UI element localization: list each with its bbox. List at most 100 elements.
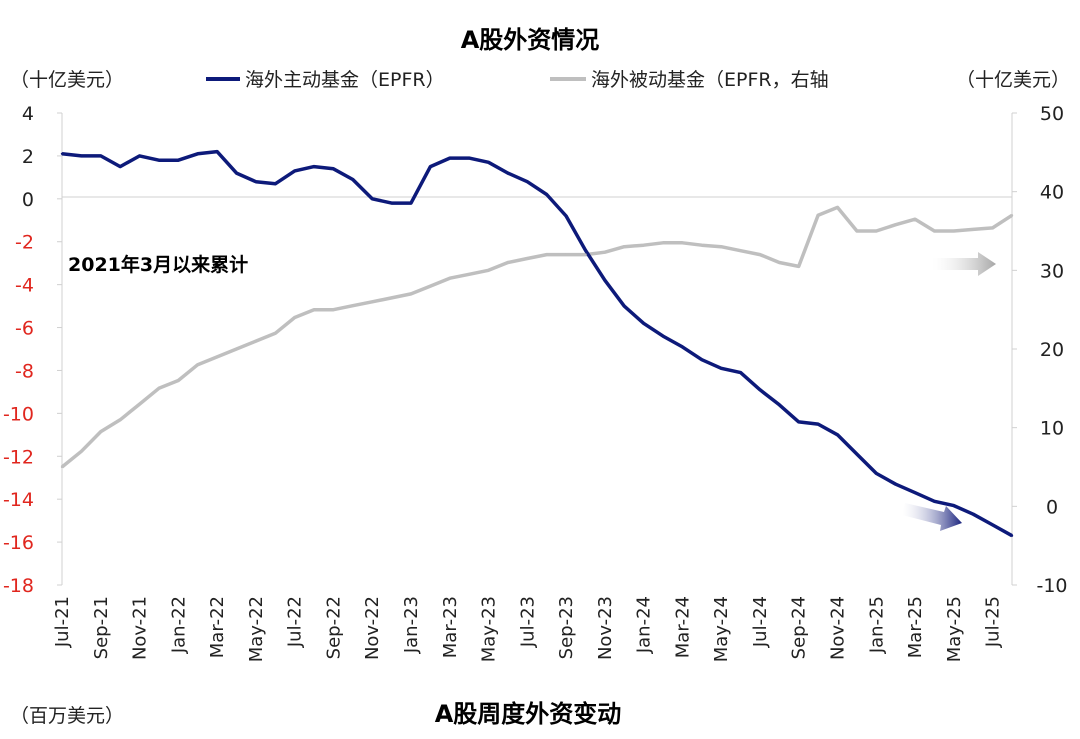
active-data-point — [836, 433, 839, 436]
x-tick-label: May-25 — [944, 596, 965, 662]
left-tick-label: -10 — [3, 403, 34, 425]
x-tick-label: Nov-23 — [595, 596, 616, 660]
x-tick-label: Jan-23 — [401, 596, 422, 654]
active-data-point — [177, 159, 180, 162]
active-data-point — [933, 500, 936, 503]
active-data-point — [429, 165, 432, 168]
passive-data-point — [371, 300, 374, 303]
x-tick-label: Sep-23 — [556, 596, 577, 659]
x-tick-label: Jul-21 — [52, 596, 73, 648]
active-data-point — [623, 304, 626, 308]
active-data-point — [293, 169, 296, 173]
x-tick-label: Nov-24 — [828, 596, 849, 660]
x-tick-label: Mar-22 — [207, 596, 228, 658]
x-tick-label: Jan-25 — [866, 596, 887, 654]
active-data-point — [138, 154, 141, 158]
passive-data-point — [875, 229, 878, 233]
x-tick-label: Sep-21 — [91, 596, 112, 659]
passive-data-point — [894, 223, 897, 226]
passive-data-point — [157, 387, 161, 390]
passive-data-point — [60, 465, 64, 469]
passive-data-point — [642, 244, 645, 247]
passive-data-point — [913, 218, 917, 221]
active-data-point — [913, 491, 917, 494]
passive-data-point — [274, 332, 277, 335]
passive-data-point — [196, 363, 199, 366]
active-data-point — [1010, 534, 1014, 537]
chart-title: A股外资情况 — [461, 26, 600, 54]
passive-data-point — [564, 253, 568, 256]
x-tick-label: May-24 — [711, 596, 732, 662]
left-tick-label: -4 — [15, 275, 34, 297]
active-data-point — [390, 201, 393, 205]
x-tick-label: Jan-24 — [634, 596, 655, 654]
active-data-point — [274, 182, 277, 185]
passive-data-point — [332, 308, 335, 311]
passive-data-point — [855, 229, 859, 233]
passive-data-point — [739, 249, 742, 252]
left-axis-ticks: 4 2 0 -2 -4 -6 -8 -10 -12 -14 -16 -18 — [3, 103, 62, 597]
passive-data-point — [312, 308, 316, 311]
active-data-point — [991, 523, 994, 527]
right-tick-label: 50 — [1040, 103, 1064, 125]
active-data-point — [506, 171, 510, 175]
left-tick-label: -18 — [3, 575, 34, 597]
right-tick-label: 30 — [1040, 260, 1064, 282]
x-axis-ticks: Jul-21 Sep-21 Nov-21 Jan-22 Mar-22 May-22 Jul-… — [52, 596, 1004, 662]
x-tick-label: Nov-21 — [130, 596, 151, 660]
active-data-point — [196, 152, 199, 155]
active-data-point — [99, 154, 103, 158]
x-tick-label: Mar-25 — [905, 596, 926, 658]
x-tick-label: Jul-25 — [983, 596, 1004, 648]
active-data-point — [952, 504, 955, 507]
passive-data-point — [487, 269, 490, 272]
passive-data-point — [235, 347, 238, 351]
left-tick-label: 2 — [22, 146, 34, 168]
active-data-point — [235, 171, 238, 175]
left-tick-label: -14 — [3, 489, 34, 511]
passive-data-point — [952, 229, 955, 233]
series-line-active — [61, 149, 1013, 538]
passive-data-point — [661, 241, 665, 244]
passive-data-point — [836, 206, 839, 209]
passive-data-point — [758, 253, 762, 256]
right-tick-label: 20 — [1040, 339, 1064, 361]
x-tick-label: May-22 — [246, 596, 267, 662]
active-data-point — [409, 201, 413, 205]
passive-data-point — [119, 418, 122, 421]
passive-data-point — [99, 430, 103, 433]
x-tick-label: Mar-24 — [672, 596, 693, 658]
x-tick-label: May-23 — [479, 596, 500, 662]
passive-data-point — [720, 245, 723, 248]
active-data-point — [642, 322, 645, 325]
active-data-point — [157, 159, 161, 162]
down-arrow-navy-icon — [902, 503, 962, 531]
left-tick-label: -16 — [3, 532, 34, 554]
passive-data-point — [778, 261, 781, 264]
legend-label-active: 海外主动基金（EPFR） — [245, 69, 445, 91]
active-data-point — [875, 472, 878, 475]
passive-data-point — [1010, 214, 1014, 217]
passive-data-point — [506, 261, 510, 264]
series-line-passive — [60, 205, 1013, 469]
active-data-point — [894, 483, 897, 486]
left-tick-label: -8 — [15, 360, 34, 382]
active-data-point — [584, 249, 587, 252]
passive-data-point — [933, 229, 936, 233]
passive-data-point — [700, 244, 703, 247]
passive-data-point — [409, 292, 413, 296]
x-tick-label: Sep-22 — [323, 596, 344, 659]
left-tick-label: 4 — [22, 103, 34, 125]
annotation-text: 2021年3月以来累计 — [68, 253, 248, 276]
left-tick-label: -2 — [15, 232, 34, 254]
right-axis-ticks: 50 40 30 20 10 0 -10 — [1012, 103, 1068, 597]
active-data-point — [816, 422, 820, 426]
active-data-point — [778, 403, 781, 406]
active-data-point — [603, 279, 607, 282]
x-tick-label: Jul-24 — [750, 596, 771, 648]
active-data-point — [758, 388, 762, 391]
passive-data-point — [545, 253, 548, 256]
x-tick-label: Sep-24 — [789, 596, 810, 659]
